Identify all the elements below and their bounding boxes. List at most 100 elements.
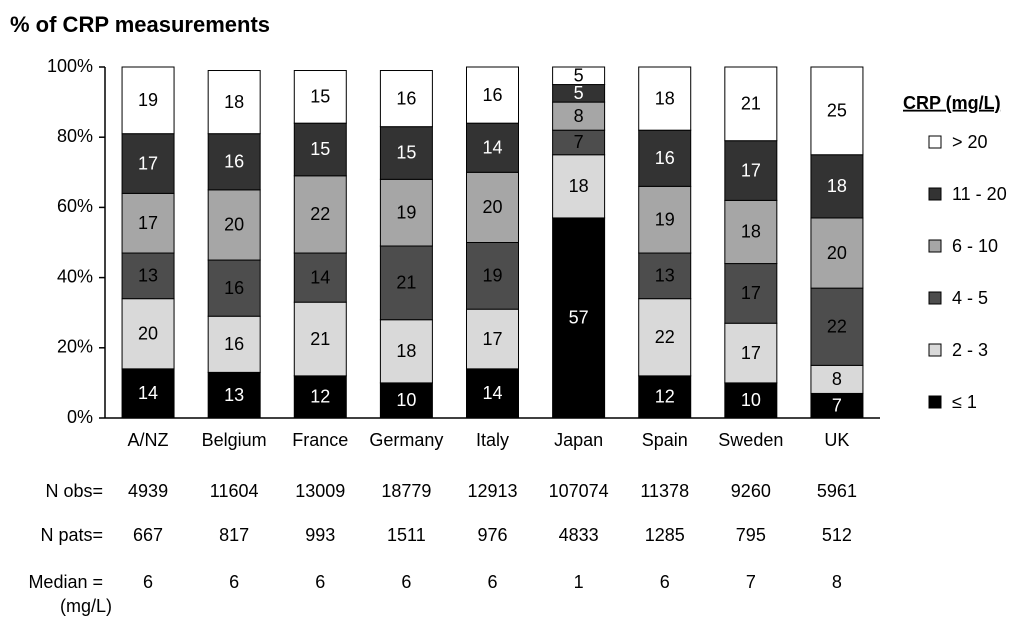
data-label: 7 xyxy=(832,395,842,415)
data-label: 19 xyxy=(482,266,502,286)
data-label: 8 xyxy=(574,106,584,126)
data-label: 19 xyxy=(655,209,675,229)
x-tick-label: Belgium xyxy=(202,430,267,450)
table-cell: 6 xyxy=(143,572,153,592)
table-cell: 795 xyxy=(736,525,766,545)
bar-segment xyxy=(552,217,606,419)
table-cell: 5961 xyxy=(817,481,857,501)
bar-segment xyxy=(466,171,519,243)
data-label: 17 xyxy=(741,160,761,180)
x-tick-label: Sweden xyxy=(718,430,783,450)
data-label: 21 xyxy=(741,94,761,114)
bar-segment xyxy=(638,252,692,300)
bar-segment xyxy=(552,66,606,86)
data-label: 10 xyxy=(741,390,761,410)
data-label: 20 xyxy=(138,324,158,344)
table-cell: 1511 xyxy=(387,525,426,545)
legend-swatch xyxy=(928,395,942,409)
data-label: 16 xyxy=(224,278,244,298)
x-tick-label: Germany xyxy=(369,430,443,450)
data-label: 19 xyxy=(138,90,158,110)
data-label: 14 xyxy=(482,383,502,403)
table-cell: 7 xyxy=(746,572,756,592)
data-label: 5 xyxy=(574,83,584,103)
data-label: 17 xyxy=(138,153,158,173)
y-tick-label: 20% xyxy=(57,337,93,357)
table-cell: 12913 xyxy=(467,481,517,501)
data-label: 17 xyxy=(138,213,158,233)
legend-swatch xyxy=(928,135,942,149)
data-label: 20 xyxy=(482,197,502,217)
bar-segment xyxy=(121,66,175,135)
data-label: 13 xyxy=(224,385,244,405)
bar-segment xyxy=(810,392,864,419)
table-cell: 976 xyxy=(477,525,507,545)
bar-segment xyxy=(121,192,175,254)
data-label: 14 xyxy=(482,137,502,157)
bar-segment xyxy=(466,308,519,370)
table-cell: 6 xyxy=(401,572,411,592)
table-cell: 4939 xyxy=(128,481,168,501)
table-cell: 8 xyxy=(832,572,842,592)
data-label: 18 xyxy=(224,92,244,112)
legend-label: ≤ 1 xyxy=(952,392,977,412)
data-label: 18 xyxy=(569,176,589,196)
data-label: 7 xyxy=(574,132,584,152)
legend-title: CRP (mg/L) xyxy=(903,93,1001,113)
y-tick-label: 60% xyxy=(57,196,93,216)
data-label: 20 xyxy=(224,215,244,235)
data-label: 13 xyxy=(655,266,675,286)
bar-segment xyxy=(466,66,519,124)
bar-segment xyxy=(638,129,692,187)
data-label: 16 xyxy=(655,148,675,168)
data-label: 17 xyxy=(741,283,761,303)
bar-segment xyxy=(121,133,175,194)
data-label: 16 xyxy=(396,88,416,108)
table-cell: 6 xyxy=(315,572,325,592)
bar-segment xyxy=(638,66,692,131)
data-label: 21 xyxy=(310,329,330,349)
data-label: 19 xyxy=(396,202,416,222)
table-row-label: N pats= xyxy=(40,525,103,545)
legend-label: 2 - 3 xyxy=(952,340,988,360)
table-row-label: Median = xyxy=(28,572,103,592)
x-tick-label: UK xyxy=(824,430,849,450)
bar-segment xyxy=(121,298,175,370)
bar-segment xyxy=(293,122,347,177)
data-label: 12 xyxy=(310,387,330,407)
bar-segment xyxy=(207,259,261,317)
bar-segment xyxy=(810,364,864,394)
bar-segment xyxy=(207,315,261,373)
bar-segment xyxy=(293,70,347,124)
data-label: 17 xyxy=(741,343,761,363)
data-label: 16 xyxy=(224,152,244,172)
bar-segment xyxy=(207,189,261,261)
bar-segment xyxy=(379,245,433,321)
data-label: 15 xyxy=(310,139,330,159)
data-label: 13 xyxy=(138,266,158,286)
bar-segment xyxy=(207,70,261,135)
data-label: 18 xyxy=(741,222,761,242)
x-tick-label: A/NZ xyxy=(128,430,169,450)
bar-segment xyxy=(379,319,433,384)
x-tick-label: France xyxy=(292,430,348,450)
data-label: 18 xyxy=(655,88,675,108)
bar-segment xyxy=(810,217,864,289)
data-label: 10 xyxy=(396,390,416,410)
data-label: 14 xyxy=(310,267,330,287)
data-label: 21 xyxy=(396,273,416,293)
bar-segment xyxy=(121,252,175,300)
chart-title: % of CRP measurements xyxy=(10,12,270,37)
table-cell: 6 xyxy=(487,572,497,592)
data-label: 15 xyxy=(310,87,330,107)
legend-swatch xyxy=(928,187,942,201)
bar-segment xyxy=(724,382,778,419)
table-cell: 6 xyxy=(660,572,670,592)
data-label: 22 xyxy=(655,327,675,347)
table-cell: 9260 xyxy=(731,481,771,501)
table-cell: 13009 xyxy=(295,481,345,501)
bar-segment xyxy=(810,66,864,156)
legend-label: 11 - 20 xyxy=(952,184,1007,204)
table-cell: 1285 xyxy=(645,525,685,545)
